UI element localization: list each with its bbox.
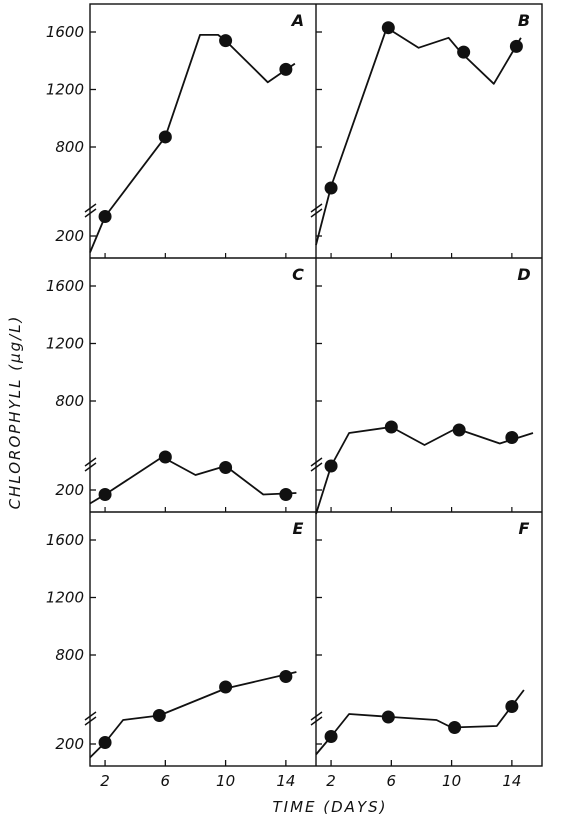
- axis-break-mark: [84, 711, 97, 726]
- panel-b: B: [310, 11, 530, 258]
- data-point: [509, 39, 523, 53]
- y-tick-label: 1200: [46, 81, 84, 99]
- y-tick-label: 800: [55, 138, 84, 156]
- axis-break-mark: [84, 203, 97, 218]
- y-axis-title: CHLOROPHYLL (μg/L): [6, 315, 24, 510]
- series-line: [89, 34, 296, 253]
- panel-f: F 2 6 10 14: [310, 519, 530, 790]
- data-point: [98, 736, 112, 749]
- panel-letter: F: [519, 519, 530, 538]
- x-axis-title: TIME (DAYS): [273, 798, 388, 816]
- series-line: [89, 456, 297, 505]
- axis-break-mark: [310, 203, 323, 218]
- data-point: [324, 459, 338, 473]
- data-point: [457, 45, 471, 59]
- series-line: [315, 26, 522, 246]
- data-point: [279, 670, 293, 683]
- panel-grid: [89, 3, 543, 767]
- panel-letter: D: [517, 265, 530, 284]
- panel-e: E 200 800 1200 1600 2 6 10 14: [46, 519, 304, 790]
- data-point: [158, 130, 172, 144]
- series-line: [315, 689, 525, 756]
- data-point: [381, 21, 395, 35]
- data-point: [324, 730, 338, 743]
- x-tick-label: 6: [387, 772, 397, 790]
- panel-d: D: [310, 265, 534, 515]
- y-tick-label: 800: [55, 646, 84, 664]
- data-point: [452, 423, 466, 437]
- panel-letter: C: [292, 265, 304, 284]
- panel-c: C 200 800 1200 1600: [46, 265, 304, 512]
- x-tick-label: 14: [276, 772, 295, 790]
- y-tick-label: 1200: [46, 335, 84, 353]
- data-point: [505, 431, 519, 444]
- panel-a: A 200 800 1200 1600: [46, 11, 304, 258]
- y-tick-label: 1600: [46, 23, 84, 41]
- data-point: [219, 34, 233, 48]
- axis-break-mark: [310, 457, 323, 472]
- data-point: [279, 62, 293, 76]
- data-point: [324, 181, 338, 195]
- x-tick-label: 14: [502, 772, 521, 790]
- series-line: [315, 426, 534, 515]
- y-tick-label: 200: [55, 227, 84, 245]
- x-tick-label: 2: [100, 772, 110, 790]
- y-tick-label: 200: [55, 735, 84, 753]
- chart-marks: A 200 800 1200 1600 B C 200 800 1200 1600 D E 200 800 1…: [46, 11, 534, 790]
- panel-letter: A: [290, 11, 304, 30]
- y-tick-label: 1200: [46, 589, 84, 607]
- series-line: [89, 671, 297, 759]
- data-point: [448, 721, 462, 734]
- data-point: [279, 488, 293, 501]
- data-point: [98, 210, 112, 223]
- panel-letter: B: [518, 11, 530, 30]
- data-point: [98, 488, 112, 501]
- y-tick-label: 200: [55, 481, 84, 499]
- data-point: [152, 709, 166, 722]
- y-tick-label: 1600: [46, 531, 84, 549]
- data-point: [158, 450, 172, 464]
- x-tick-label: 10: [442, 772, 461, 790]
- axis-break-mark: [310, 711, 323, 726]
- data-point: [505, 700, 519, 713]
- x-tick-label: 6: [161, 772, 171, 790]
- data-point: [384, 420, 398, 434]
- data-point: [219, 680, 233, 694]
- y-tick-label: 1600: [46, 277, 84, 295]
- data-point: [219, 461, 233, 474]
- axis-break-mark: [84, 457, 97, 472]
- y-tick-label: 800: [55, 392, 84, 410]
- panel-letter: E: [293, 519, 304, 538]
- x-tick-label: 2: [326, 772, 336, 790]
- data-point: [381, 710, 395, 724]
- x-tick-label: 10: [216, 772, 235, 790]
